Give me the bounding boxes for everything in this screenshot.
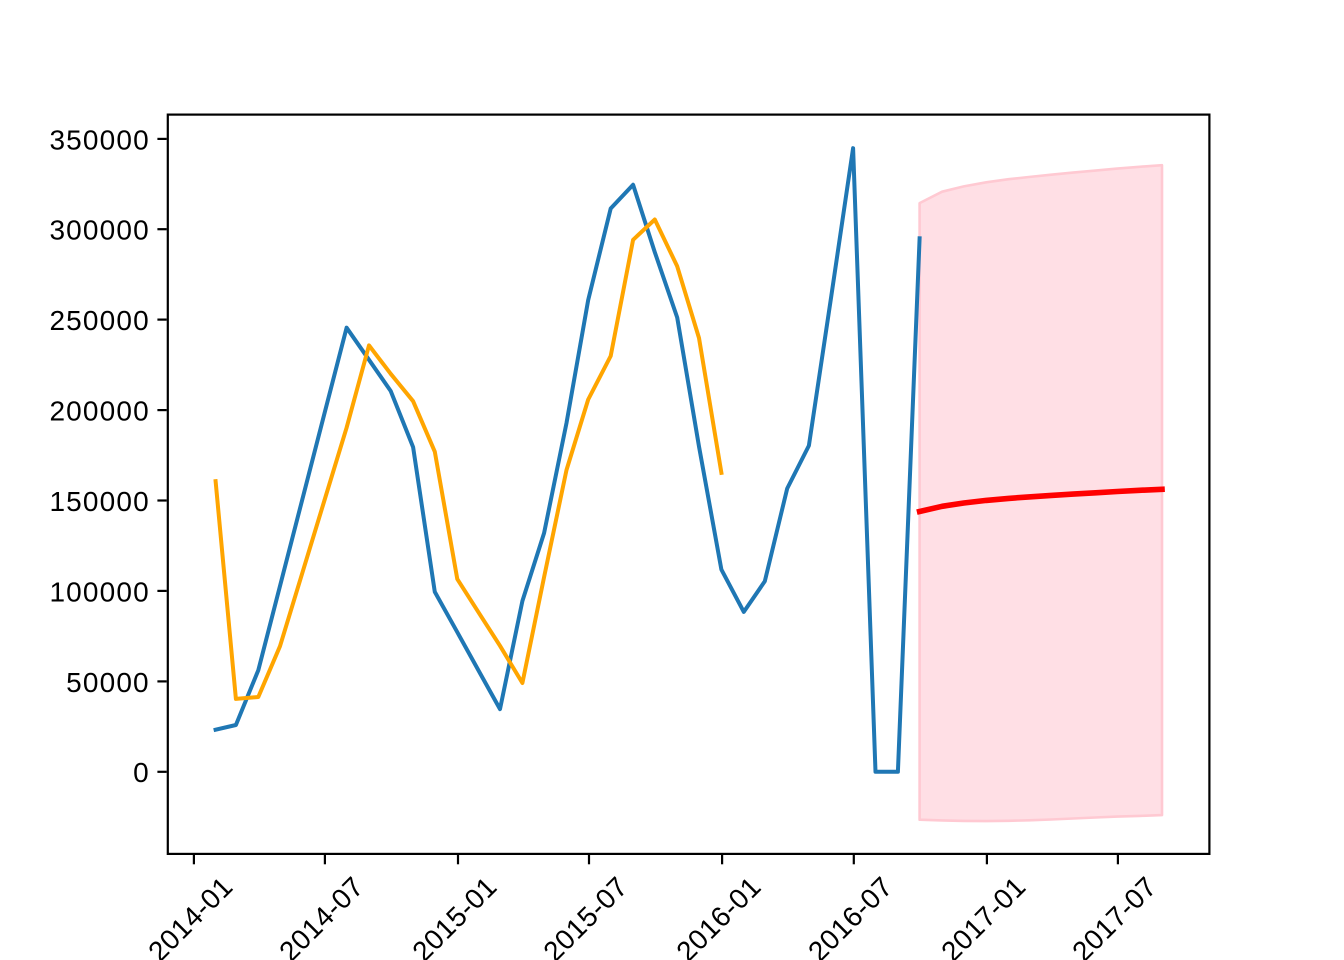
svg-text:2014-01: 2014-01 — [142, 871, 239, 960]
svg-text:50000: 50000 — [66, 667, 150, 698]
svg-text:2015-07: 2015-07 — [537, 871, 634, 960]
svg-text:2017-01: 2017-01 — [935, 871, 1032, 960]
svg-text:150000: 150000 — [49, 486, 149, 517]
svg-text:350000: 350000 — [49, 124, 149, 155]
svg-text:250000: 250000 — [49, 305, 149, 336]
svg-text:100000: 100000 — [49, 576, 149, 607]
svg-text:2017-07: 2017-07 — [1066, 871, 1163, 960]
svg-text:2014-07: 2014-07 — [273, 871, 370, 960]
svg-text:0: 0 — [133, 757, 150, 788]
svg-text:2015-01: 2015-01 — [406, 871, 503, 960]
svg-text:200000: 200000 — [49, 396, 149, 427]
svg-text:300000: 300000 — [49, 215, 149, 246]
svg-text:2016-07: 2016-07 — [802, 871, 899, 960]
svg-text:2016-01: 2016-01 — [670, 871, 767, 960]
